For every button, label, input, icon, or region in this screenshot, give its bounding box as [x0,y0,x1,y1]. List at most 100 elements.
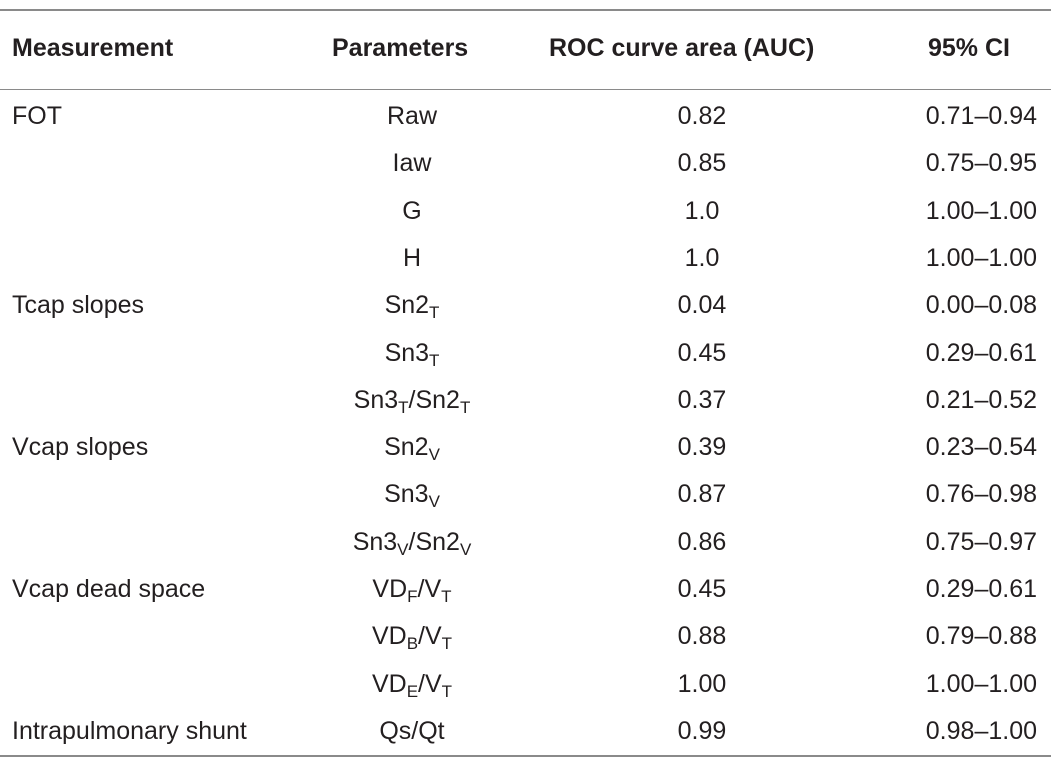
parameter-sub: V [428,445,440,465]
parameter-sub: T [429,303,440,323]
parameter-mid: /V [418,669,442,698]
cell-parameter: Sn3V [312,471,512,518]
cell-measurement: Tcap slopes [12,291,145,320]
parameter-base: Raw [386,102,437,130]
parameter-sub2: T [441,587,452,606]
table-row: Sn3V 0.87 0.76–0.98 [0,471,1051,518]
parameter-base: Sn2 [384,433,429,462]
table-row: G 1.0 1.00–1.00 [0,188,1051,235]
table-row: Sn3T/Sn2T 0.37 0.21–0.52 [0,377,1051,424]
parameter-sub: T [429,350,440,370]
cell-ci: 0.76–0.98 [925,480,1037,509]
cell-parameter: Sn2V [312,424,512,471]
cell-parameter: Sn3V/Sn2V [312,519,512,566]
cell-ci: 0.75–0.95 [925,149,1037,178]
parameter-base: Iaw [392,149,432,178]
cell-parameter: Sn3T [312,330,512,377]
cell-auc: 0.87 [677,480,727,509]
parameter-sub2: T [441,634,453,654]
table-row: Intrapulmonary shunt Qs/Qt 0.99 0.98–1.00 [0,708,1051,755]
cell-ci: 0.23–0.54 [925,433,1037,462]
parameter-base: G [402,196,422,225]
cell-auc: 1.0 [684,196,720,225]
header-auc: ROC curve area (AUC) [549,34,815,62]
cell-measurement: Intrapulmonary shunt [12,716,247,745]
parameter-base: Qs/Qt [379,716,445,745]
cell-ci: 0.79–0.88 [925,622,1037,651]
cell-ci: 0.29–0.61 [925,575,1037,603]
cell-auc: 0.88 [677,622,727,651]
parameter-sub: V [428,492,440,512]
cell-parameter: G [312,188,512,235]
cell-parameter: VDB/VT [312,613,512,660]
cell-ci: 0.29–0.61 [925,338,1037,367]
parameter-mid: /V [417,575,442,603]
parameter-sub: E [406,681,419,701]
cell-ci: 0.75–0.97 [925,527,1037,556]
cell-auc: 0.86 [677,527,727,556]
table-row: Sn3V/Sn2V 0.86 0.75–0.97 [0,519,1051,566]
table-row: Iaw 0.85 0.75–0.95 [0,140,1051,187]
cell-measurement: FOT [12,102,62,130]
table-bottom-rule [0,755,1051,757]
cell-auc: 0.45 [677,575,727,603]
table-row: Sn3T 0.45 0.29–0.61 [0,330,1051,377]
cell-parameter: Raw [312,93,512,140]
parameter-base: Sn3 [353,385,399,414]
cell-measurement: Vcap dead space [12,575,206,603]
parameter-base: VD [371,622,407,651]
parameter-base: Sn3 [384,480,429,509]
cell-parameter: VDF/VT [312,566,512,613]
cell-parameter: Sn3T/Sn2T [312,377,512,424]
cell-auc: 0.04 [677,291,727,320]
cell-auc: 0.82 [677,102,727,130]
header-parameters: Parameters [332,34,469,62]
table-top-rule [0,9,1051,11]
parameter-base: H [402,243,422,272]
cell-ci: 0.21–0.52 [925,385,1037,414]
parameter-sub: V [397,539,409,559]
cell-parameter: Sn2T [312,282,512,329]
cell-ci: 1.00–1.00 [925,243,1037,272]
cell-auc: 1.00 [677,669,727,698]
parameter-base: Sn2 [384,291,430,320]
parameter-base: VD [372,575,408,603]
cell-ci: 1.00–1.00 [925,669,1037,698]
table-row: Tcap slopes Sn2T 0.04 0.00–0.08 [0,282,1051,329]
parameter-sub: B [406,634,419,654]
cell-ci: 1.00–1.00 [925,196,1037,225]
cell-ci: 0.71–0.94 [925,102,1037,130]
header-ci: 95% CI [928,34,1010,62]
table-row: FOT Raw 0.82 0.71–0.94 [0,93,1051,140]
parameter-mid: /V [418,622,442,651]
parameter-base: VD [371,669,407,698]
cell-auc: 1.0 [684,243,720,272]
cell-auc: 0.99 [677,716,727,745]
parameter-sub2: T [459,397,471,417]
parameter-sub: T [398,397,409,417]
cell-auc: 0.39 [677,433,727,462]
parameter-base: Sn3 [352,527,398,556]
cell-measurement: Vcap slopes [12,433,149,462]
parameter-sub2: T [441,681,453,701]
table-row: Vcap dead space VDF/VT 0.45 0.29–0.61 [0,566,1051,613]
cell-ci: 0.98–1.00 [925,716,1037,745]
table-row: H 1.0 1.00–1.00 [0,235,1051,282]
parameter-sub2: V [459,539,472,559]
table-row: Vcap slopes Sn2V 0.39 0.23–0.54 [0,424,1051,471]
table-row: VDB/VT 0.88 0.79–0.88 [0,613,1051,660]
cell-auc: 0.85 [677,149,727,178]
parameter-base: Sn3 [384,338,430,367]
cell-parameter: H [312,235,512,282]
parameter-mid: /Sn2 [408,385,460,414]
cell-parameter: VDE/VT [312,661,512,708]
cell-ci: 0.00–0.08 [925,291,1037,320]
cell-parameter: Iaw [312,140,512,187]
cell-auc: 0.37 [677,385,727,414]
cell-auc: 0.45 [677,338,727,367]
table-row: VDE/VT 1.00 1.00–1.00 [0,661,1051,708]
cell-parameter: Qs/Qt [312,708,512,755]
parameter-sub: F [407,587,418,606]
header-measurement: Measurement [12,34,174,62]
